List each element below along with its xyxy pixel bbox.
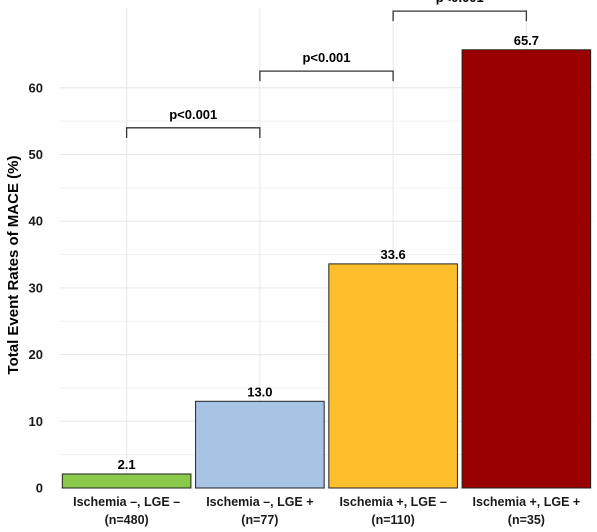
bars [61,49,592,489]
significance-brackets: p<0.001 p<0.001 p<0.001 [125,0,528,138]
x-category-label-1: Ischemia –, LGE – [73,495,180,509]
x-axis-categories: Ischemia –, LGE – (n=480) Ischemia –, LGE … [73,495,580,527]
significance-bracket-3 [392,10,528,22]
y-tick-label: 50 [29,147,43,162]
x-category-label-3: Ischemia +, LGE – [339,495,446,509]
bar-3 [328,263,458,489]
p-value-label-3: p<0.001 [436,0,484,5]
p-value-label-1: p<0.001 [169,107,217,122]
bar-2 [195,400,325,489]
data-label-4: 65.7 [514,33,539,48]
y-tick-label: 10 [29,414,43,429]
data-label-2: 13.0 [247,384,272,399]
significance-bracket-1 [125,127,261,138]
p-value-label-2: p<0.001 [302,50,350,65]
x-category-label-2: Ischemia –, LGE + [206,495,313,509]
data-label-3: 33.6 [380,247,405,262]
x-category-count-4: (n=35) [508,513,545,527]
y-tick-label: 60 [29,80,43,95]
x-category-count-1: (n=480) [105,513,149,527]
data-label-1: 2.1 [118,457,136,472]
bar-1 [61,473,192,489]
y-tick-label: 0 [36,481,43,496]
bar-4 [461,49,592,489]
x-category-count-3: (n=110) [371,513,414,527]
y-tick-label: 20 [29,347,43,362]
y-tick-label: 30 [29,280,43,295]
data-labels: 2.1 13.0 33.6 65.7 [118,33,539,472]
significance-bracket-2 [259,70,394,82]
y-axis-label: Total Event Rates of MACE (%) [5,156,22,375]
x-category-count-2: (n=77) [241,513,278,527]
x-category-label-4: Ischemia +, LGE + [473,495,581,509]
y-tick-label: 40 [29,214,43,229]
y-axis-ticks: 0 10 20 30 40 50 60 [29,80,43,495]
